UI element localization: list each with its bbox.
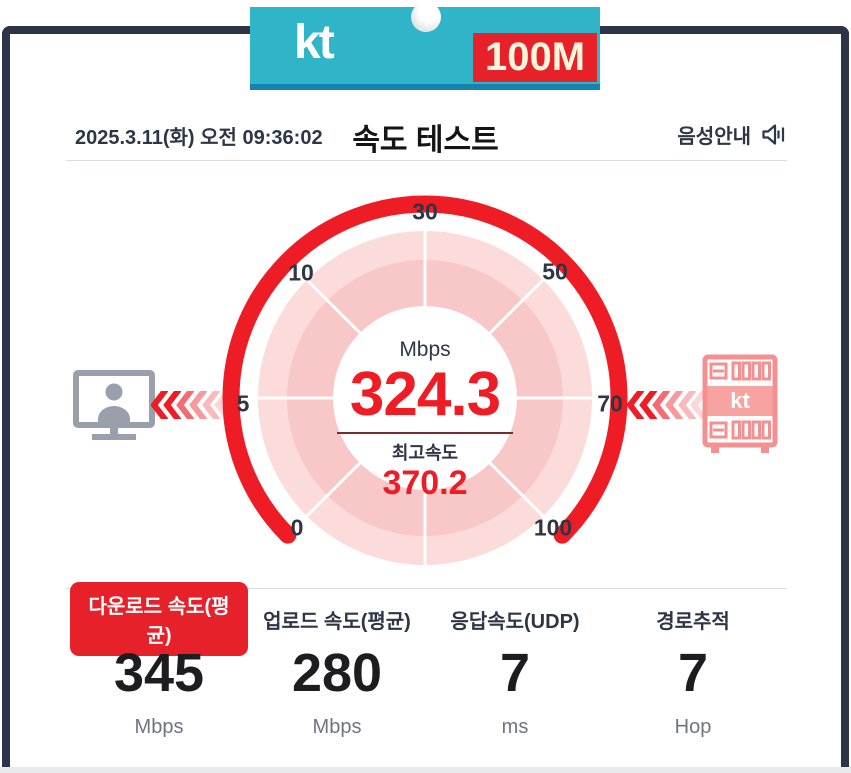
upload-label: 업로드 속도(평균) — [263, 610, 411, 633]
traceroute-label: 경로추적 — [656, 610, 730, 633]
download-label-badge: 다운로드 속도(평균) — [70, 582, 248, 656]
gauge-unit: Mbps — [399, 338, 451, 361]
current-speed-value: 324.3 — [349, 360, 501, 429]
stats-divider — [66, 588, 787, 589]
monitor-user-icon — [73, 370, 155, 440]
gauge-readout: Mbps 324.3 최고속도 370.2 — [205, 338, 645, 502]
peak-speed-label: 최고속도 — [391, 443, 459, 464]
gauge-tick-70: 70 — [597, 390, 623, 417]
datetime-text: 2025.3.11(화) 오전 09:36:02 — [75, 127, 323, 149]
speed-gauge: 0 5 10 30 50 70 100 Mbps 324.3 최고속도 370.… — [205, 178, 645, 618]
download-unit: Mbps — [134, 716, 184, 738]
download-flow-arrows-left — [151, 391, 229, 419]
gauge-tick-30: 30 — [412, 198, 438, 225]
stat-upload: 업로드 속도(평균) 280 Mbps — [248, 598, 426, 739]
stat-latency: 응답속도(UDP) 7 ms — [426, 598, 604, 739]
kt-server-rack-icon: kt — [702, 354, 778, 453]
stat-traceroute: 경로추적 7 Hop — [604, 598, 782, 739]
readout-divider — [337, 432, 513, 435]
traceroute-unit: Hop — [674, 716, 712, 738]
peak-speed-value: 370.2 — [382, 464, 468, 503]
download-flow-arrows-right — [627, 391, 705, 419]
voice-guide-button[interactable]: 음성안내 — [677, 120, 787, 149]
gauge-tick-0: 0 — [290, 514, 304, 541]
speaker-icon — [762, 124, 785, 145]
gauge-tick-100: 100 — [533, 514, 573, 541]
hanger-hole — [411, 2, 441, 32]
stat-download: 다운로드 속도(평균) 345 Mbps — [70, 582, 248, 739]
voice-guide-label: 음성안내 — [677, 126, 751, 148]
gauge-tick-5: 5 — [236, 390, 250, 417]
upload-value: 280 — [291, 643, 383, 703]
header-band-edge — [250, 84, 600, 90]
download-value: 345 — [113, 643, 205, 703]
gauge-tick-10: 10 — [288, 259, 314, 286]
bottom-strip — [0, 767, 851, 773]
gauge-dial-svg — [222, 195, 628, 565]
server-kt-logo: kt — [730, 388, 750, 413]
latency-label: 응답속도(UDP) — [450, 610, 580, 633]
gauge-tick-50: 50 — [542, 258, 568, 285]
upload-unit: Mbps — [312, 716, 362, 738]
gauge-arc — [222, 195, 628, 544]
latency-value: 7 — [499, 643, 531, 703]
results-row: 다운로드 속도(평균) 345 Mbps 업로드 속도(평균) 280 Mbps… — [70, 582, 782, 739]
traceroute-value: 7 — [677, 643, 709, 703]
plan-badge: 100M — [473, 33, 597, 82]
latency-unit: ms — [501, 716, 529, 738]
kt-logo: kt — [294, 16, 335, 69]
header-divider — [66, 160, 787, 161]
page-title: 속도 테스트 — [352, 124, 499, 157]
